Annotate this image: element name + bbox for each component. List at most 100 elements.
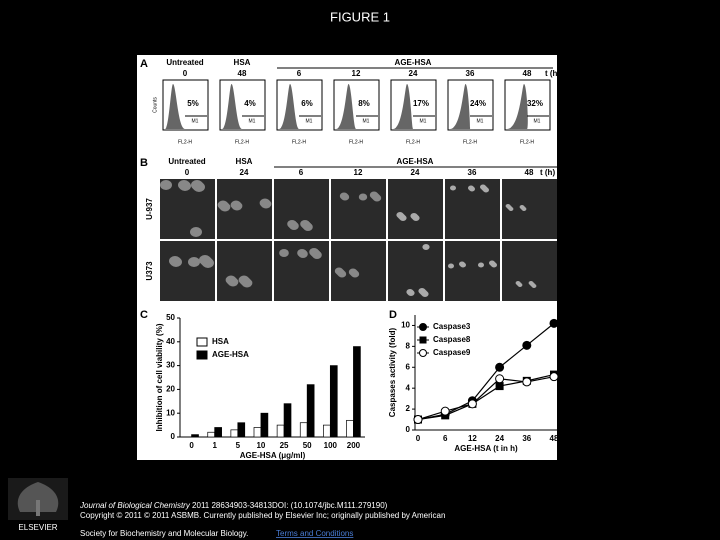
percent: 4%: [244, 99, 256, 108]
bar: [323, 424, 331, 438]
histogram-frame: [447, 79, 494, 131]
cell: [478, 262, 484, 268]
time-label: 48: [523, 69, 532, 78]
y-tick-label: 8: [406, 341, 411, 350]
publisher: ELSEVIER: [18, 523, 57, 532]
row-label: U-937: [145, 198, 154, 220]
cell: [339, 192, 349, 200]
cell: [238, 275, 250, 285]
y-axis-title: Caspases activity (fold): [388, 327, 397, 417]
percent: 17%: [413, 99, 429, 108]
bar: [237, 422, 246, 438]
cell: [358, 193, 368, 201]
cell: [309, 248, 319, 256]
panel-letter: B: [140, 157, 148, 169]
panel-letter: C: [140, 309, 148, 321]
group-label: Untreated: [166, 58, 203, 67]
time-label: 48: [525, 168, 534, 177]
gate-label: M1: [192, 118, 199, 124]
cell: [505, 204, 511, 208]
gate-label: M1: [249, 118, 256, 124]
cell: [468, 185, 474, 191]
time-label: 6: [297, 69, 302, 78]
cell: [422, 244, 430, 250]
bar: [207, 431, 216, 438]
x-axis-label: FL2-H: [178, 139, 192, 145]
histogram: [165, 84, 207, 129]
cell: [169, 256, 181, 266]
cell: [459, 261, 465, 267]
bar: [230, 429, 239, 438]
row-label: U373: [145, 261, 154, 281]
gate-label: M1: [420, 118, 427, 124]
cell: [450, 185, 456, 191]
micrograph: [502, 241, 557, 301]
cell: [528, 281, 534, 285]
bar: [329, 365, 338, 438]
time-label: 24: [409, 69, 418, 78]
society: Society for Biochemistry and Molecular B…: [80, 529, 248, 538]
x-axis-label: FL2-H: [520, 139, 534, 145]
group-label: HSA: [236, 157, 253, 166]
cell: [160, 180, 172, 190]
percent: 24%: [470, 99, 486, 108]
histogram: [222, 84, 264, 129]
time-label: 12: [352, 69, 361, 78]
percent: 5%: [187, 99, 199, 108]
cell: [515, 281, 521, 285]
y-tick-label: 0: [406, 425, 411, 434]
x-axis-title: AGE-HSA (t in h): [454, 444, 518, 453]
y-tick-label: 40: [166, 337, 175, 346]
cell: [287, 220, 297, 228]
cell: [230, 200, 242, 210]
legend-label: Caspase8: [433, 335, 471, 344]
line: [417, 376, 555, 421]
bar: [306, 384, 315, 438]
cell: [191, 180, 203, 190]
x-axis-title: AGE-HSA (μg/ml): [240, 451, 306, 460]
cell: [519, 205, 525, 209]
cell: [489, 260, 495, 266]
histogram-frame: [390, 79, 437, 131]
bar: [299, 422, 308, 438]
journal: Journal of Biological Chemistry: [79, 501, 191, 510]
y-tick-label: 50: [166, 313, 175, 322]
terms-link[interactable]: Terms and Conditions: [276, 529, 353, 538]
y-axis-title: Inhibition of cell viability (%): [155, 323, 164, 431]
marker: [522, 377, 532, 387]
time-label: 48: [238, 69, 247, 78]
legend-label: Caspase3: [433, 322, 471, 331]
x-axis-label: FL2-H: [292, 139, 306, 145]
time-label: 0: [185, 168, 190, 177]
legend-label: HSA: [212, 337, 229, 346]
histogram: [507, 84, 549, 129]
micrograph: [217, 241, 272, 301]
bar: [283, 403, 292, 438]
bar: [346, 419, 354, 438]
cell: [279, 249, 289, 257]
percent: 32%: [527, 99, 543, 108]
x-tick-label: 48: [550, 434, 559, 443]
marker: [549, 318, 559, 328]
group-label: AGE-HSA: [397, 157, 434, 166]
cell: [480, 184, 486, 190]
x-tick-label: 24: [495, 434, 504, 443]
micrograph: [388, 179, 443, 239]
y-tick-label: 20: [166, 385, 175, 394]
legend-marker: [419, 349, 427, 357]
percent: 6%: [301, 99, 313, 108]
y-tick-label: 10: [166, 408, 175, 417]
legend-swatch: [196, 337, 208, 347]
x-tick-label: 50: [303, 441, 312, 450]
group-label: Untreated: [168, 157, 205, 166]
percent: 8%: [358, 99, 370, 108]
legend-marker: [419, 336, 427, 344]
x-axis-label: FL2-H: [235, 139, 249, 145]
x-tick-label: 36: [522, 434, 531, 443]
x-axis-label: FL2-H: [463, 139, 477, 145]
x-tick-label: 100: [324, 441, 338, 450]
cell: [406, 289, 414, 295]
legend-label: Caspase9: [433, 348, 471, 357]
cell: [448, 263, 454, 269]
copyright: Copyright © 2011 © 2011 ASBMB. Currently…: [80, 511, 445, 520]
